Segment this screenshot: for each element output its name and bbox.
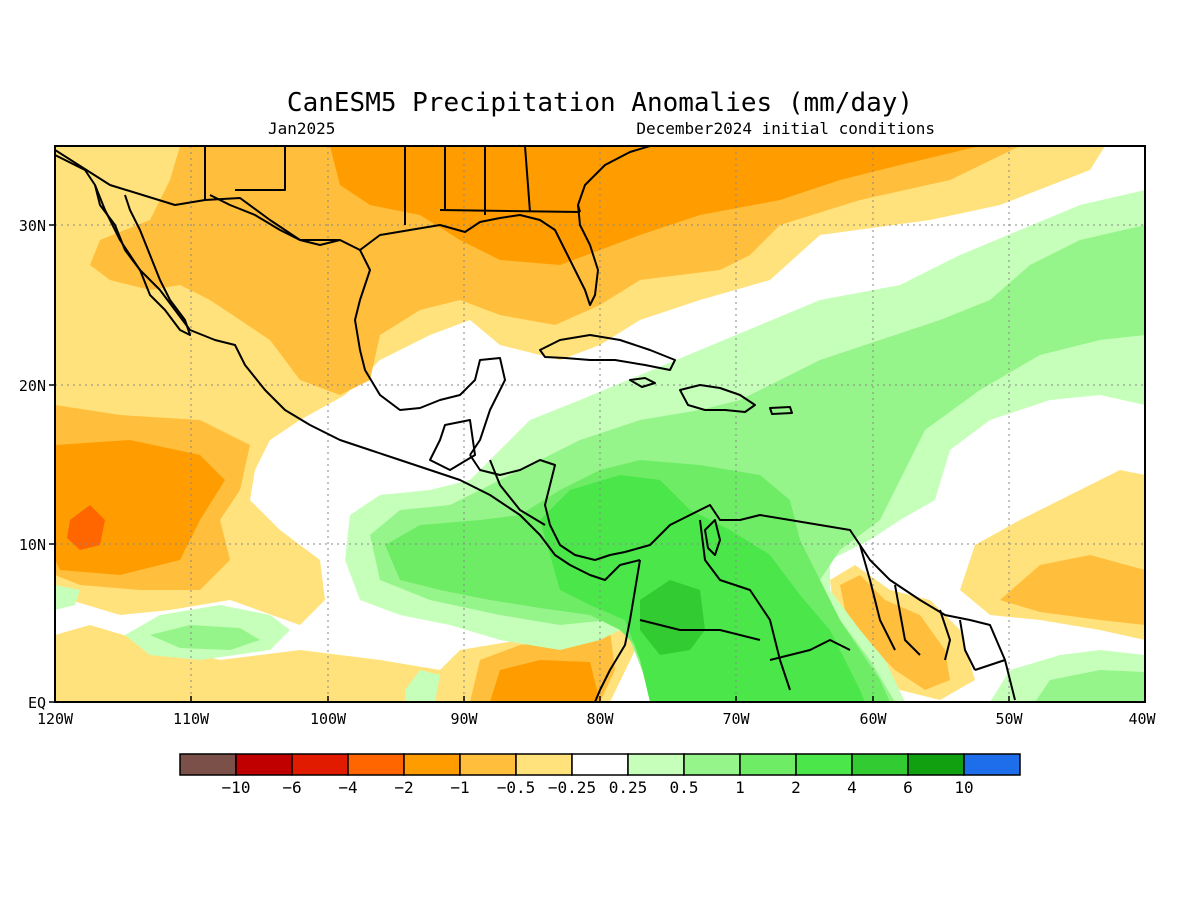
y-tick-label: 20N <box>19 377 46 395</box>
wet-moderate-region-pacific <box>150 625 260 650</box>
coastline-baja-california <box>94 184 191 336</box>
colorbar-label: −0.25 <box>548 778 596 797</box>
coastlines <box>55 146 1016 702</box>
colorbar-label: 0.25 <box>609 778 648 797</box>
colorbar-swatch <box>291 753 349 776</box>
map-plot-area <box>55 146 1145 702</box>
colorbar-label: −10 <box>222 778 251 797</box>
coastline-south-america-north <box>624 504 1016 701</box>
coastline-jamaica <box>629 377 656 388</box>
wet-very-strong-region-colombia <box>540 475 865 702</box>
coastline-hispaniola <box>679 384 756 413</box>
dry-anomaly-layer <box>55 146 1145 702</box>
y-axis-labels: EQ 10N 20N 30N <box>19 217 46 712</box>
colorbar-swatch <box>403 753 461 776</box>
initial-conditions-label: December2024 initial conditions <box>636 119 935 138</box>
colorbar-label: −0.5 <box>497 778 536 797</box>
colorbar-swatch <box>795 753 853 776</box>
map-gridlines <box>55 146 1145 702</box>
colorbar-swatch <box>347 753 405 776</box>
wet-moderate-region-far-east <box>1035 670 1145 702</box>
colorbar-swatch <box>963 753 1021 776</box>
border-colombia-venezuela <box>639 519 851 691</box>
colorbar-swatch <box>571 753 629 776</box>
dry-very-strong-core-pacific <box>67 505 105 550</box>
colorbar-swatch <box>515 753 573 776</box>
wet-extreme-core-colombia <box>640 580 705 655</box>
colorbar-swatch <box>235 753 293 776</box>
chart-title: CanESM5 Precipitation Anomalies (mm/day) <box>287 88 913 118</box>
x-axis <box>54 696 1146 702</box>
dry-strong-region-southeast-us <box>330 146 980 265</box>
colorbar <box>179 753 1021 776</box>
colorbar-label: 6 <box>903 778 913 797</box>
colorbar-label: 1 <box>735 778 745 797</box>
wet-weak-patch-pacific-west <box>55 585 80 610</box>
x-tick-label: 110W <box>173 710 210 728</box>
x-axis-labels: 120W 110W 100W 90W 80W 70W 60W 50W 40W <box>37 710 1157 728</box>
y-tick-label: EQ <box>28 694 46 712</box>
border-guianas <box>859 544 1006 671</box>
colorbar-swatch <box>739 753 797 776</box>
dry-strong-region-south-pacific <box>490 660 600 702</box>
border-us-mexico <box>55 149 340 241</box>
x-tick-label: 70W <box>722 710 750 728</box>
border-us-states <box>204 146 581 225</box>
colorbar-swatch <box>851 753 909 776</box>
x-tick-label: 100W <box>310 710 347 728</box>
wet-anomaly-layer <box>55 190 1145 702</box>
colorbar-label: −2 <box>394 778 413 797</box>
colorbar-swatch <box>683 753 741 776</box>
y-axis <box>49 224 55 703</box>
colorbar-labels: −10 −6 −4 −2 −1 −0.5 −0.25 0.25 0.5 1 2 … <box>222 778 974 797</box>
colorbar-label: −4 <box>338 778 357 797</box>
colorbar-label: 4 <box>847 778 857 797</box>
colorbar-swatch <box>907 753 965 776</box>
coastline-puerto-rico <box>769 406 793 415</box>
dry-moderate-region-guianas <box>840 575 950 690</box>
colorbar-label: 2 <box>791 778 801 797</box>
colorbar-label: 10 <box>954 778 973 797</box>
colorbar-label: 0.5 <box>670 778 699 797</box>
coastline-central-america-caribbean <box>469 454 626 561</box>
x-tick-label: 90W <box>450 710 478 728</box>
valid-month-label: Jan2025 <box>268 119 335 138</box>
colorbar-label: −1 <box>450 778 469 797</box>
wet-weak-patch-galapagos <box>405 670 440 702</box>
dry-moderate-region-east-atlantic <box>1000 555 1145 625</box>
colorbar-swatch <box>179 753 237 776</box>
x-tick-label: 50W <box>995 710 1023 728</box>
colorbar-swatch <box>459 753 517 776</box>
border-guatemala-belize <box>429 419 476 471</box>
dry-moderate-region-gulf <box>90 146 1020 395</box>
coastline-lake-maracaibo <box>704 519 721 556</box>
colorbar-swatch <box>627 753 685 776</box>
x-tick-label: 60W <box>859 710 887 728</box>
coastline-us-gulf <box>359 146 651 306</box>
colorbar-label: −6 <box>282 778 301 797</box>
border-central-america <box>489 459 546 526</box>
x-tick-label: 40W <box>1128 710 1156 728</box>
x-tick-label: 80W <box>586 710 614 728</box>
x-tick-label: 120W <box>37 710 74 728</box>
coastline-cuba <box>539 334 676 371</box>
coastline-south-america-pacific <box>594 559 641 702</box>
y-tick-label: 30N <box>19 217 46 235</box>
y-tick-label: 10N <box>19 536 46 554</box>
